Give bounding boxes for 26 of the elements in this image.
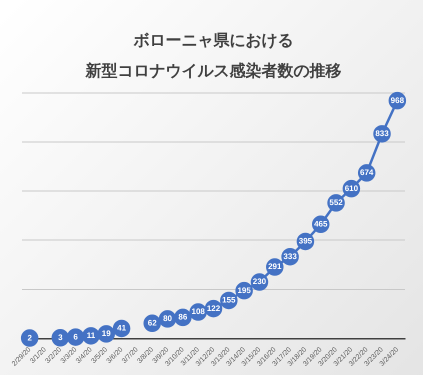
- data-label: 3: [58, 333, 64, 342]
- data-label: 80: [163, 314, 173, 324]
- data-label: 86: [178, 312, 188, 322]
- data-label: 108: [192, 307, 206, 316]
- data-label: 465: [314, 219, 328, 228]
- data-label: 230: [252, 277, 267, 286]
- data-label: 552: [329, 198, 344, 208]
- data-label: 968: [390, 96, 405, 105]
- data-label: 195: [237, 286, 252, 295]
- data-label: 6: [73, 332, 78, 342]
- point: [20, 329, 38, 347]
- data-label: 62: [148, 318, 158, 328]
- data-label: 2: [27, 333, 32, 342]
- data-label: 674: [360, 168, 374, 178]
- data-label: 333: [283, 252, 298, 261]
- text: ボローニャ県における: [134, 30, 294, 50]
- data-label: 291: [268, 262, 282, 272]
- text: 新型コロナウイルス感染者数の推移: [86, 60, 342, 80]
- data-label: 41: [117, 324, 127, 333]
- data-label: 395: [298, 236, 313, 246]
- data-label: 11: [86, 331, 96, 340]
- data-label: 833: [375, 129, 390, 138]
- data-label: 155: [222, 296, 236, 305]
- data-label: 122: [206, 304, 221, 313]
- data-label: 610: [344, 184, 359, 193]
- data-label: 19: [102, 329, 112, 338]
